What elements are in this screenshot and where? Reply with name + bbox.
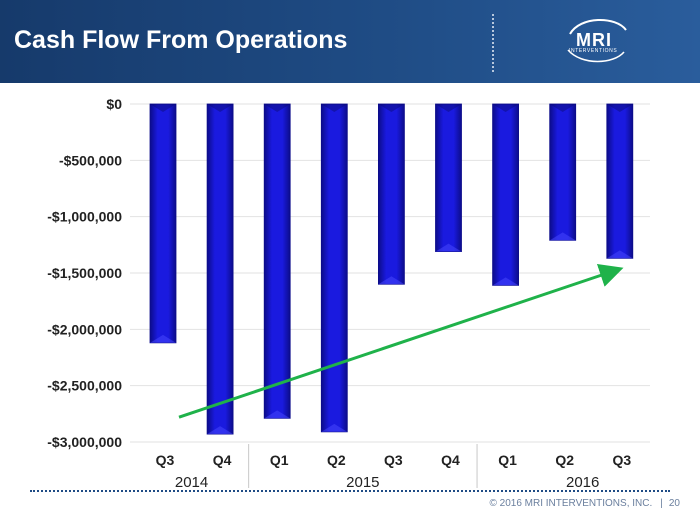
bar-bevel-top	[207, 104, 234, 112]
page-title: Cash Flow From Operations	[14, 26, 348, 54]
bar-bevel-bottom	[321, 423, 348, 432]
x-tick-label: Q2	[327, 452, 346, 468]
x-tick-label: Q4	[213, 452, 232, 468]
bar-bevel-bottom	[150, 334, 176, 343]
bar-bevel-bottom	[435, 243, 462, 252]
logo-subtitle: INTERVENTIONS	[569, 48, 618, 54]
company-logo: MRI INTERVENTIONS	[560, 14, 632, 66]
bar-bevel-bottom	[606, 250, 633, 259]
year-label: 2015	[346, 474, 379, 491]
x-tick-label: Q1	[498, 452, 517, 468]
bar-bevel-bottom	[264, 410, 291, 419]
logo-swoosh-icon	[567, 18, 627, 63]
bar	[492, 103, 520, 286]
bar-bevel-top	[549, 104, 576, 112]
trend-arrow	[178, 263, 624, 419]
y-tick-label: -$3,000,000	[47, 434, 122, 450]
header-divider	[492, 14, 494, 72]
footer-separator: |	[660, 498, 663, 509]
bar-bevel-bottom	[549, 232, 576, 241]
y-tick-label: -$1,500,000	[47, 265, 122, 281]
logo-mark: MRI	[576, 30, 612, 50]
copyright-text: © 2016 MRI INTERVENTIONS, INC.	[489, 498, 653, 509]
year-label: 2014	[175, 474, 208, 491]
page-number: 20	[668, 498, 680, 509]
x-tick-label: Q3	[612, 452, 631, 468]
bar-bevel-top	[150, 104, 176, 112]
footer-divider	[30, 490, 670, 492]
y-tick-label: -$2,000,000	[47, 321, 122, 337]
x-tick-label: Q3	[156, 452, 175, 468]
y-tick-label: -$500,000	[59, 152, 122, 168]
bar-bevel-top	[435, 104, 462, 112]
y-tick-label: -$1,000,000	[47, 209, 122, 225]
y-tick-label: $0	[106, 96, 122, 112]
bar	[606, 103, 634, 259]
footer: © 2016 MRI INTERVENTIONS, INC. | 20	[489, 498, 680, 509]
x-tick-label: Q3	[384, 452, 403, 468]
bar-bevel-top	[321, 104, 348, 112]
x-tick-label: Q2	[555, 452, 574, 468]
y-tick-label: -$2,500,000	[47, 378, 122, 394]
bar-bevel-top	[606, 104, 633, 112]
bar	[149, 103, 177, 344]
bar	[320, 103, 348, 433]
bar-bevel-top	[378, 104, 405, 112]
bar-bevel-top	[264, 104, 291, 112]
x-tick-label: Q4	[441, 452, 460, 468]
bar	[263, 103, 291, 419]
bar-bevel-bottom	[207, 426, 234, 435]
bar	[377, 103, 405, 285]
bar	[435, 103, 462, 252]
header-bar: Cash Flow From Operations MRI INTERVENTI…	[0, 0, 700, 83]
bar-bevel-bottom	[492, 277, 519, 286]
bar-bevel-bottom	[378, 276, 405, 285]
x-tick-label: Q1	[270, 452, 289, 468]
bar-bevel-top	[492, 104, 519, 112]
year-label: 2016	[566, 474, 599, 491]
bar	[549, 103, 577, 241]
bar	[206, 103, 234, 435]
